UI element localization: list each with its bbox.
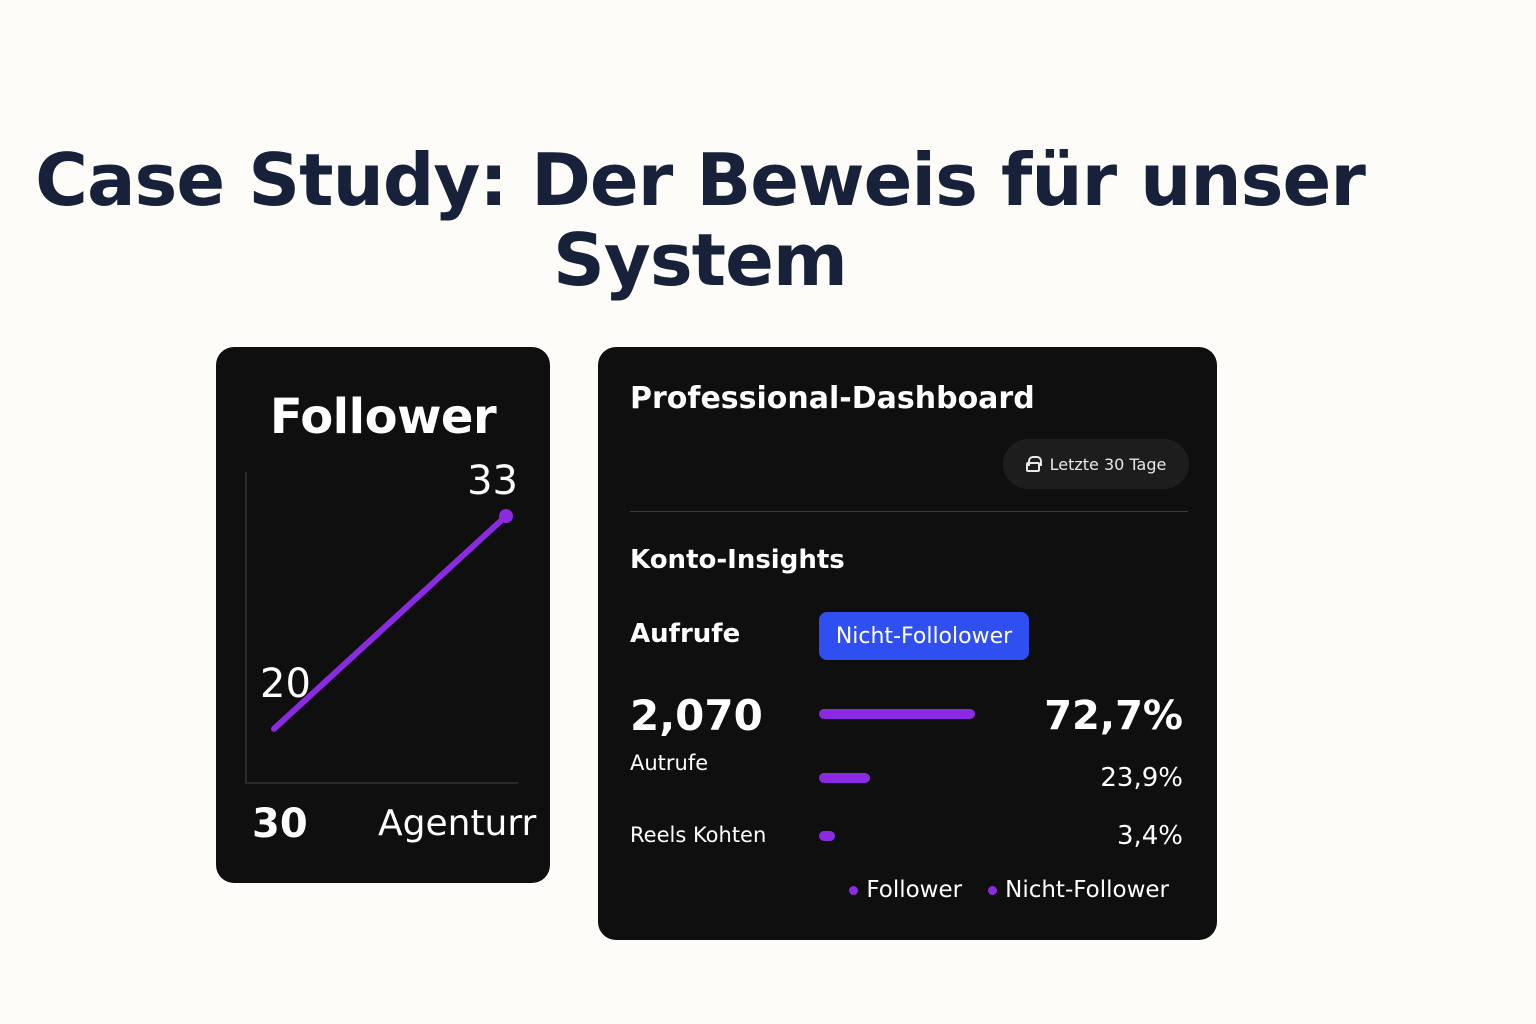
bar-reels-share	[819, 831, 835, 841]
bar-follower-share	[819, 773, 871, 783]
page-title-line-2: System	[553, 218, 848, 302]
data-point	[499, 509, 513, 524]
follower-footer-left: 30	[252, 801, 308, 847]
legend-dot-icon	[849, 885, 859, 895]
percent-value-3: 3,4%	[1116, 821, 1183, 851]
data-label: 33	[467, 458, 518, 504]
total-views-label: Autrufe	[630, 751, 709, 775]
tab-non-follower[interactable]: Nicht-Follolower	[819, 612, 1029, 660]
bar-non-follower-share	[819, 709, 975, 719]
legend-dot-icon	[988, 885, 998, 895]
reels-label: Reels Kohten	[630, 823, 767, 847]
legend-item-non-follower: Nicht-Follower	[988, 877, 1169, 903]
follower-series-line	[271, 513, 509, 732]
follower-card-title: Follower	[269, 389, 497, 445]
total-views-value: 2,070	[630, 691, 763, 740]
page-title: Case Study: Der Beweis für unser System	[0, 140, 1400, 300]
percent-value-1: 72,7%	[1044, 693, 1183, 739]
page-title-line-1: Case Study: Der Beweis für unser	[35, 138, 1366, 222]
date-range-button[interactable]: Letzte 30 Tage	[1003, 439, 1189, 489]
legend-item-follower: Follower	[849, 877, 962, 903]
follower-card: Follower 20 33 30 Agenturr	[216, 347, 550, 883]
legend-label: Follower	[866, 877, 963, 903]
dashboard-title: Professional-Dashboard	[630, 381, 1035, 416]
follower-footer-right: Agenturr	[378, 803, 537, 844]
section-title: Konto-Insights	[630, 545, 845, 575]
legend: Follower Nicht-Follower	[849, 877, 1169, 903]
divider	[630, 511, 1188, 512]
lock-icon	[1025, 456, 1042, 472]
data-label: 20	[260, 661, 311, 707]
legend-label: Nicht-Follower	[1005, 877, 1169, 903]
date-range-label: Letzte 30 Tage	[1049, 454, 1167, 474]
percent-value-2: 23,9%	[1100, 763, 1183, 793]
views-label: Aufrufe	[630, 619, 741, 649]
dashboard-card: Professional-Dashboard Letzte 30 Tage Ko…	[598, 347, 1217, 940]
